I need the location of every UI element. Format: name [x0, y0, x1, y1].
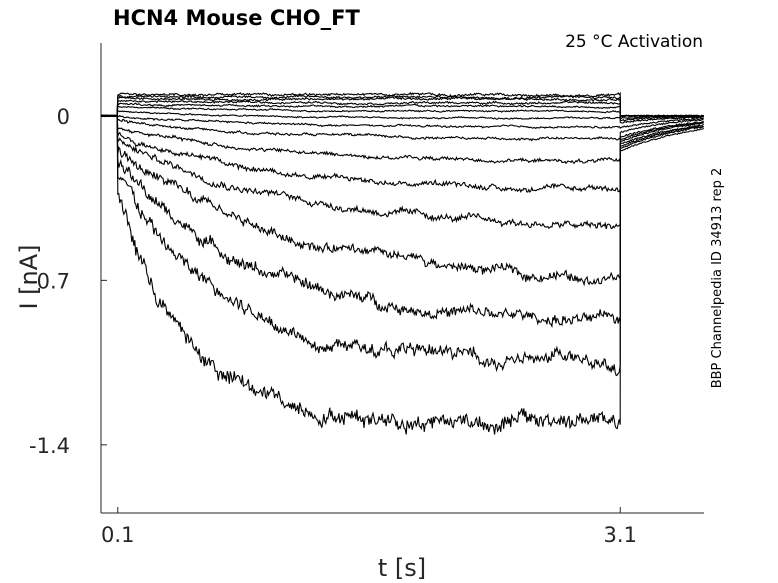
current-trace-3	[100, 96, 704, 118]
condition-annotation: 25 °C Activation	[565, 32, 703, 52]
current-trace-16	[100, 114, 705, 435]
current-trace-12	[100, 113, 704, 230]
current-trace-7	[101, 110, 704, 124]
trace-group	[100, 91, 705, 435]
y-ticks: 0 -0.7 -1.4	[29, 105, 107, 458]
y-tick-label: -1.4	[29, 434, 70, 458]
y-tick-label: -0.7	[29, 269, 70, 293]
current-trace-4	[100, 99, 704, 118]
chart-title: HCN4 Mouse CHO_FT	[113, 6, 360, 30]
y-axis-label: I [nA]	[15, 244, 43, 309]
x-tick-label: 0.1	[101, 523, 134, 547]
y-tick-label: 0	[57, 105, 70, 129]
current-trace-13	[100, 114, 704, 287]
current-trace-8	[100, 114, 704, 130]
current-trace-6	[100, 105, 704, 122]
axes	[100, 43, 704, 514]
current-trace-1	[100, 91, 705, 118]
current-trace-11	[100, 114, 704, 193]
current-trace-15	[100, 114, 704, 377]
x-axis-label: t [s]	[378, 554, 426, 582]
current-trace-5	[100, 102, 705, 120]
current-trace-2	[101, 94, 704, 118]
current-trace-14	[101, 114, 704, 329]
current-trace-9	[100, 114, 704, 142]
source-id-label: BBP Channelpedia ID 34913 rep 2	[710, 168, 725, 389]
x-tick-label: 3.1	[604, 523, 637, 547]
current-trace-10	[100, 113, 704, 165]
x-ticks: 0.1 3.1	[101, 507, 637, 547]
